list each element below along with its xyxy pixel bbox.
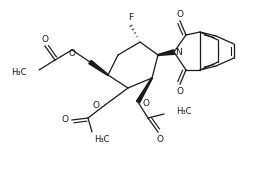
Text: O: O [176,9,183,18]
Polygon shape [157,50,174,55]
Text: O: O [176,87,183,95]
Text: O: O [142,99,149,107]
Text: O: O [93,102,100,111]
Text: H₃C: H₃C [11,67,27,77]
Text: O: O [41,34,48,43]
Text: F: F [128,13,133,21]
Polygon shape [136,78,152,103]
Text: H₃C: H₃C [175,107,191,116]
Text: O: O [68,49,75,58]
Text: H₃C: H₃C [94,136,109,144]
Polygon shape [88,60,108,75]
Text: O: O [156,135,163,143]
Text: N: N [175,47,182,56]
Text: O: O [61,115,68,125]
